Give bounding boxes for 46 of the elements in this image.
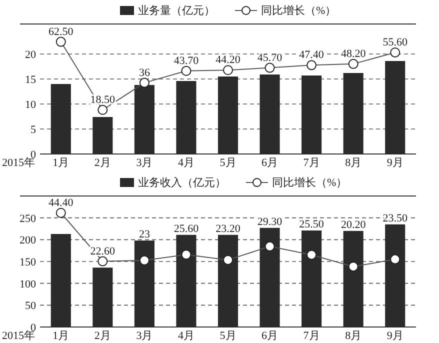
data-label: 43.70 [174, 54, 200, 67]
y-tick-label: 100 [20, 278, 36, 290]
x-axis-title: 2015年 [2, 157, 35, 169]
data-label: 29.30 [257, 216, 283, 228]
x-tick-label: 8月 [345, 157, 362, 169]
x-axis-title: 2015年 [2, 330, 35, 342]
x-tick-label: 9月 [386, 157, 404, 169]
x-tick-label: 6月 [262, 157, 278, 169]
data-label: 23.20 [216, 222, 241, 235]
data-label: 25.50 [299, 218, 324, 230]
y-tick-label: 250 [20, 212, 36, 225]
data-label: 25.60 [174, 222, 200, 235]
x-tick-label: 5月 [220, 330, 236, 342]
x-tick-label: 1月 [52, 157, 70, 169]
x-tick-label: 3月 [136, 330, 153, 342]
data-label: 62.50 [48, 26, 74, 38]
data-label: 45.70 [257, 52, 283, 64]
data-label: 44.20 [216, 54, 241, 66]
x-tick-label: 5月 [220, 157, 236, 169]
x-tick-label: 8月 [345, 330, 362, 342]
data-label: 23 [138, 228, 150, 241]
data-label: 55.60 [382, 36, 408, 48]
y-tick-label: 200 [20, 234, 36, 247]
x-tick-label: 2月 [94, 157, 111, 169]
legend-label: 同比增长（%） [272, 176, 348, 189]
x-tick-label: 1月 [52, 330, 70, 342]
data-label: 36 [138, 66, 150, 79]
legend-label: 业务量（亿元） [138, 4, 215, 17]
y-tick-label: 20 [25, 49, 36, 61]
x-tick-label: 3月 [136, 157, 153, 169]
y-tick-label: 15 [25, 74, 36, 86]
x-tick-label: 7月 [303, 330, 320, 342]
legend-label: 业务收入（亿元） [138, 176, 226, 189]
x-tick-label: 9月 [386, 330, 404, 342]
legend-label: 同比增长（%） [261, 4, 336, 17]
y-tick-label: 150 [20, 256, 36, 268]
x-tick-label: 4月 [178, 330, 194, 342]
y-tick-label: 50 [25, 300, 36, 312]
y-tick-label: 5 [30, 124, 36, 136]
x-tick-label: 4月 [178, 157, 194, 169]
x-tick-label: 2月 [94, 330, 111, 342]
x-tick-label: 6月 [262, 330, 278, 342]
data-label: 44.40 [48, 196, 74, 209]
data-label: 20.20 [340, 218, 366, 231]
y-tick-label: 10 [25, 99, 36, 111]
x-tick-label: 7月 [303, 157, 320, 169]
